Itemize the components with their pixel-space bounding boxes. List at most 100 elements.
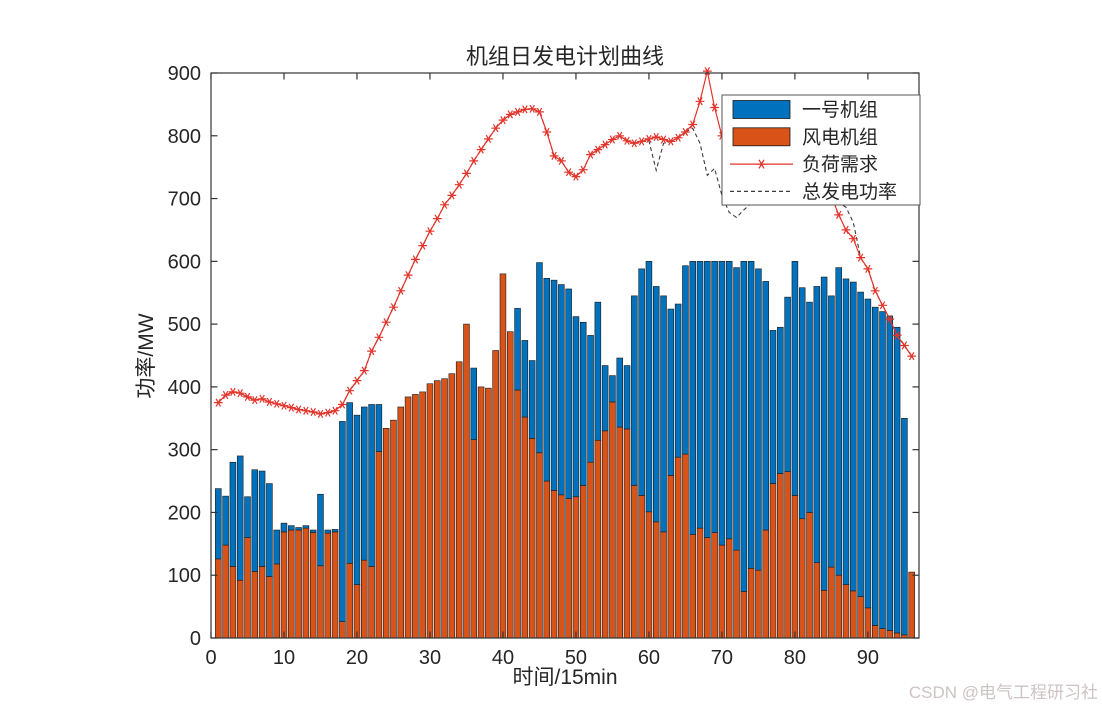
unit1-bar-segment	[638, 268, 645, 496]
unit1-bar-segment	[674, 303, 682, 458]
bars-layer	[215, 261, 915, 639]
y-tick-label: 900	[168, 63, 201, 85]
x-tick-label: 50	[565, 647, 587, 669]
chart-title: 机组日发电计划曲线	[466, 44, 664, 69]
wind-bar-segment	[558, 494, 565, 639]
unit1-bar-segment	[755, 268, 762, 571]
unit1-bar-segment	[273, 529, 280, 565]
wind-bar-segment	[798, 518, 806, 639]
unit1-bar-segment	[236, 455, 244, 581]
wind-bar-segment	[696, 527, 704, 639]
wind-bar-segment	[601, 430, 609, 639]
unit1-bar-segment	[579, 321, 587, 486]
x-tick-label: 60	[638, 647, 660, 669]
wind-bar-segment	[477, 386, 485, 639]
wind-bar-segment	[777, 473, 784, 639]
x-axis-label: 时间/15min	[512, 666, 617, 689]
legend-swatch-unit1	[732, 100, 791, 119]
unit1-bar-segment	[302, 525, 310, 529]
wind-bar-segment	[215, 558, 222, 639]
wind-bar-segment	[682, 453, 689, 639]
unit1-bar-segment	[375, 404, 383, 452]
wind-bar-segment	[718, 544, 726, 639]
wind-bar-segment	[652, 521, 660, 639]
wind-bar-segment	[850, 590, 857, 639]
wind-bar-segment	[514, 389, 521, 639]
wind-bar-segment	[419, 391, 426, 639]
unit1-bar-segment	[718, 261, 726, 546]
wind-bar-segment	[361, 559, 368, 639]
wind-bar-segment	[813, 562, 821, 639]
wind-bar-segment	[711, 532, 718, 639]
wind-bar-segment	[835, 574, 842, 639]
x-tick-label: 10	[273, 647, 295, 669]
wind-bar-segment	[434, 380, 441, 639]
unit1-bar-segment	[543, 277, 551, 482]
x-tick-label: 40	[492, 647, 514, 669]
wind-bar-segment	[762, 529, 769, 639]
unit1-bar-segment	[893, 326, 901, 634]
unit1-bar-segment	[820, 276, 828, 591]
unit1-bar-segment	[842, 278, 850, 585]
wind-bar-segment	[346, 562, 353, 639]
unit1-bar-segment	[616, 357, 623, 428]
wind-bar-segment	[784, 471, 791, 639]
unit1-bar-segment	[251, 469, 259, 572]
legend-asterisk-marker	[756, 159, 767, 169]
wind-bar-segment	[251, 571, 259, 639]
unit1-bar-segment	[813, 286, 821, 563]
wind-bar-segment	[579, 485, 587, 639]
unit1-bar-segment	[565, 288, 572, 499]
legend-label-2: 负荷需求	[802, 154, 878, 176]
y-tick-label: 200	[168, 502, 201, 524]
unit1-bar-segment	[601, 365, 609, 432]
legend-label-0: 一号机组	[802, 99, 878, 121]
unit1-bar-segment	[791, 261, 799, 496]
unit1-bar-segment	[288, 525, 295, 531]
wind-bar-segment	[857, 596, 864, 639]
wind-bar-segment	[295, 529, 302, 639]
unit1-bar-segment	[572, 316, 580, 498]
wind-bar-segment	[448, 373, 456, 639]
wind-bar-segment	[820, 589, 828, 639]
unit1-bar-segment	[806, 301, 813, 513]
wind-bar-segment	[879, 628, 886, 639]
unit1-bar-segment	[798, 287, 806, 520]
wind-bar-segment	[667, 475, 675, 639]
wind-bar-segment	[638, 495, 645, 639]
unit1-bar-segment	[295, 527, 302, 531]
wind-bar-segment	[470, 439, 478, 639]
unit1-bar-segment	[901, 417, 908, 636]
unit1-bar-segment	[682, 265, 689, 455]
wind-bar-segment	[674, 456, 682, 639]
unit1-bar-segment	[324, 529, 332, 534]
wind-bar-segment	[565, 498, 572, 639]
wind-bar-segment	[616, 426, 623, 639]
plot-box	[210, 72, 920, 639]
wind-bar-segment	[609, 401, 616, 639]
unit1-bar-segment	[828, 295, 835, 568]
unit1-bar-segment	[850, 281, 857, 592]
unit1-bar-segment	[280, 522, 288, 533]
wind-bar-segment	[390, 419, 397, 639]
wind-bar-segment	[229, 566, 237, 639]
unit1-bar-segment	[346, 402, 353, 564]
wind-bar-segment	[747, 568, 755, 639]
unit1-bar-segment	[696, 261, 704, 529]
y-tick-label: 300	[168, 440, 201, 462]
wind-bar-segment	[485, 387, 492, 639]
legend-label-3: 总发电功率	[802, 181, 897, 203]
wind-bar-segment	[317, 565, 324, 639]
unit1-bar-segment	[777, 326, 784, 474]
unit1-bar-segment	[645, 261, 653, 513]
wind-bar-segment	[543, 480, 551, 639]
y-tick-label: 400	[168, 377, 201, 399]
wind-bar-segment	[623, 428, 631, 639]
wind-bar-segment	[587, 461, 594, 639]
unit1-bar-segment	[594, 301, 602, 441]
unit1-bar-segment	[514, 308, 521, 391]
unit1-bar-segment	[864, 298, 872, 609]
wind-bar-segment	[280, 531, 288, 639]
